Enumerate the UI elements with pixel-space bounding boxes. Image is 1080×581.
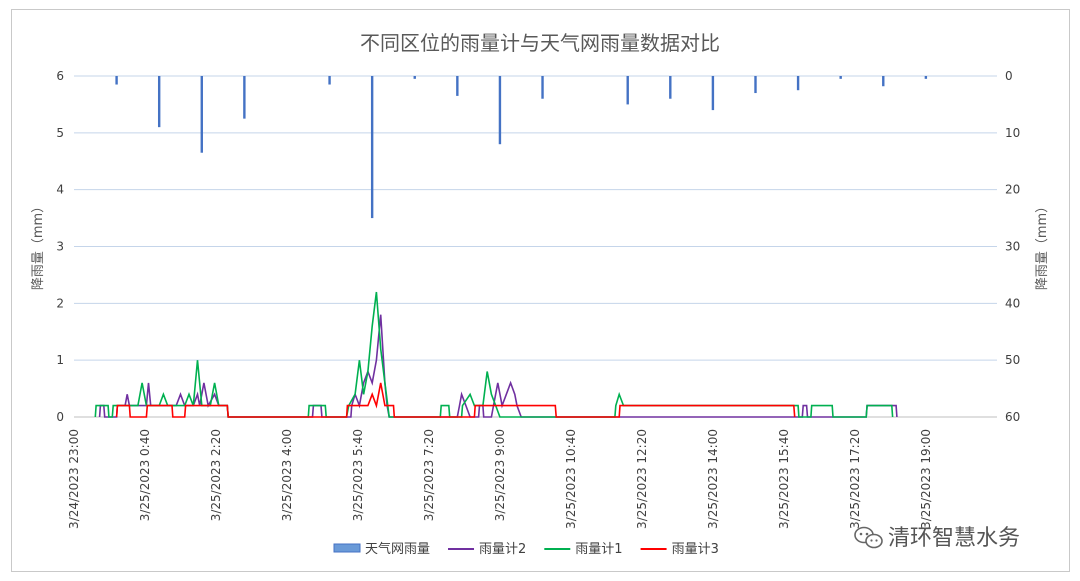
legend-label: 雨量计2 (479, 542, 526, 557)
y2-tick-label: 0 (1005, 69, 1013, 83)
y2-tick-label: 10 (1005, 126, 1020, 140)
series-line (94, 291, 894, 418)
weather-bars (115, 76, 928, 219)
weather-bar (711, 76, 715, 111)
legend-label: 雨量计1 (575, 542, 622, 557)
watermark-text: 清环智慧水务 (888, 526, 1020, 551)
y2-tick-label: 40 (1005, 296, 1020, 310)
legend-label: 雨量计3 (672, 542, 719, 557)
chart-title: 不同区位的雨量计与天气网雨量数据对比 (360, 31, 720, 55)
x-tick-label: 3/25/2023 19:00 (919, 429, 933, 529)
x-tick-label: 3/25/2023 14:00 (706, 429, 720, 529)
weather-bar (370, 76, 374, 219)
x-tick-label: 3/25/2023 5:40 (351, 429, 365, 521)
x-tick-label: 3/25/2023 10:40 (564, 429, 578, 529)
y-tick-label: 1 (56, 353, 64, 367)
y-tick-label: 3 (56, 240, 64, 254)
watermark: 清环智慧水务 (854, 526, 1020, 551)
x-tick-label: 3/24/2023 23:00 (67, 429, 81, 529)
y-tick-label: 5 (56, 126, 64, 140)
right-y-axis: 60 50 40 30 20 10 0 (1005, 69, 1020, 424)
series-line (115, 382, 796, 418)
legend-swatch (333, 543, 361, 553)
weather-bar (456, 76, 459, 96)
weather-bar (115, 76, 118, 85)
weather-bar (541, 76, 544, 99)
weather-bar (882, 76, 885, 87)
y2-tick-label: 30 (1005, 240, 1020, 254)
legend: 天气网雨量 雨量计2 雨量计1 雨量计3 (333, 541, 719, 557)
y2-tick-label: 60 (1005, 410, 1020, 424)
weather-bar (498, 76, 502, 145)
x-tick-label: 3/25/2023 0:40 (138, 429, 152, 521)
x-axis: 3/24/2023 23:00 3/25/2023 0:40 3/25/2023 2… (67, 429, 933, 529)
y-tick-label: 4 (56, 183, 64, 197)
weather-bar (924, 76, 928, 79)
weather-bar (328, 76, 331, 85)
weather-bar (754, 76, 757, 94)
right-y-axis-label: 降雨量（mm） (1035, 200, 1050, 290)
weather-bar (626, 76, 629, 105)
series-line (98, 314, 898, 418)
left-y-axis-label: 降雨量（mm） (31, 200, 46, 290)
wechat-icon (854, 526, 883, 549)
weather-bar (839, 76, 842, 79)
gridlines (74, 75, 997, 418)
chart-frame: 不同区位的雨量计与天气网雨量数据对比 0 1 2 3 4 5 6 60 50 40 30 20 10 0… (11, 9, 1070, 572)
x-tick-label: 3/25/2023 15:40 (777, 429, 791, 529)
x-tick-label: 3/25/2023 12:20 (635, 429, 649, 529)
y-tick-label: 6 (56, 69, 64, 83)
rainfall-chart: 不同区位的雨量计与天气网雨量数据对比 0 1 2 3 4 5 6 60 50 40 30 20 10 0… (31, 31, 1050, 557)
left-y-axis: 0 1 2 3 4 5 6 (56, 69, 64, 424)
x-tick-label: 3/25/2023 7:20 (422, 429, 436, 521)
weather-bar (669, 76, 672, 99)
weather-bar (796, 76, 800, 91)
weather-bar (243, 76, 246, 119)
weather-bar (157, 76, 161, 128)
weather-bar (200, 76, 203, 153)
y2-tick-label: 20 (1005, 183, 1020, 197)
y-tick-label: 0 (56, 410, 64, 424)
gauge-lines (94, 291, 898, 418)
x-tick-label: 3/25/2023 4:00 (280, 429, 294, 521)
x-tick-label: 3/25/2023 17:20 (848, 429, 862, 529)
x-tick-label: 3/25/2023 9:00 (493, 429, 507, 521)
weather-bar (413, 76, 416, 79)
x-tick-label: 3/25/2023 2:20 (209, 429, 223, 521)
y-tick-label: 2 (56, 296, 64, 310)
y2-tick-label: 50 (1005, 353, 1020, 367)
legend-label: 天气网雨量 (365, 541, 430, 557)
